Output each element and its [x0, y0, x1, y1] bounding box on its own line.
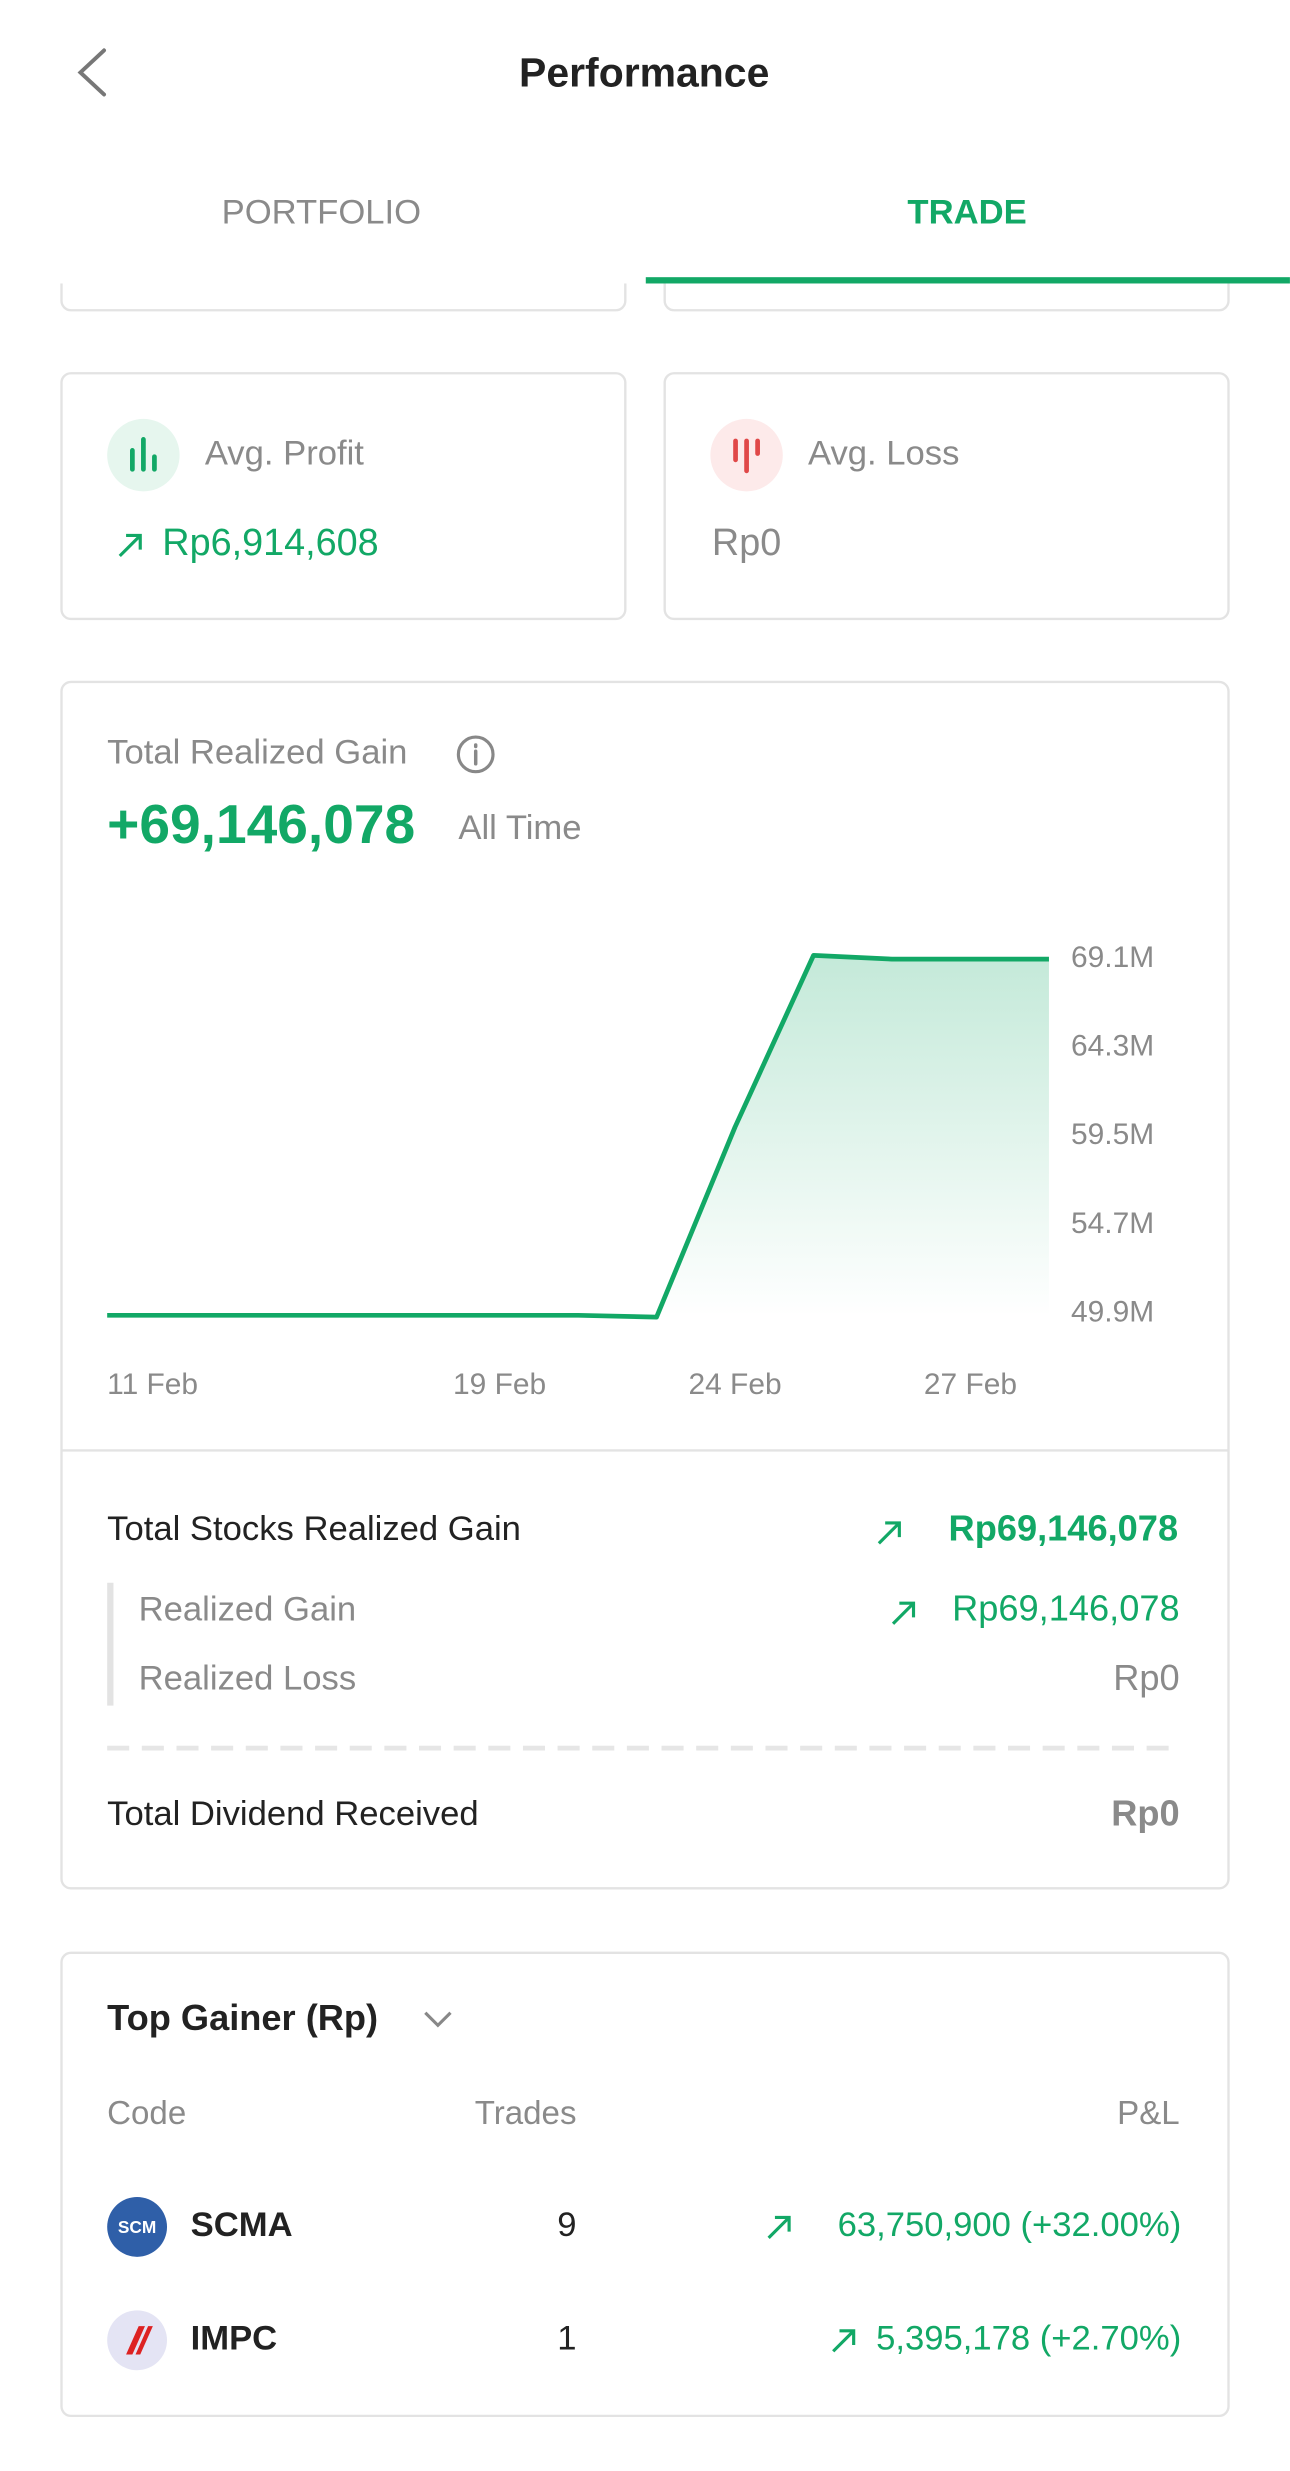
x-tick-label: 24 Feb	[688, 1368, 781, 1401]
card	[60, 372, 627, 621]
label: Total Stocks Realized Gain	[107, 1510, 521, 1548]
label: Total Dividend Received	[107, 1795, 478, 1833]
card	[60, 680, 1230, 1890]
x-tick-label: 27 Feb	[924, 1368, 1017, 1401]
arrow-up	[891, 1601, 916, 1625]
value: Rp0	[712, 522, 781, 564]
dropdown-icon[interactable]	[424, 2011, 452, 2028]
value: Rp69,146,078	[952, 1588, 1180, 1629]
indent-bar	[107, 1582, 114, 1706]
y-tick-label: 69.1M	[1071, 941, 1154, 974]
card	[663, 372, 1230, 621]
x-tick-label: 11 Feb	[107, 1368, 198, 1401]
tab-active[interactable]: TRADE	[907, 193, 1026, 231]
icon	[130, 437, 157, 472]
label: Realized Loss	[139, 1660, 356, 1698]
y-tick-label: 49.9M	[1071, 1295, 1154, 1328]
total: +69,146,078	[107, 793, 415, 855]
value: Rp0	[1113, 1657, 1179, 1698]
info-icon[interactable]	[456, 735, 495, 774]
icon	[733, 438, 760, 474]
y-tick-label: 64.3M	[1071, 1030, 1154, 1063]
logo-graphic	[126, 2326, 153, 2355]
column-header: Trades	[475, 2095, 577, 2132]
column-header: Code	[107, 2095, 186, 2132]
arrow-up	[118, 533, 142, 558]
label: Avg. Loss	[808, 434, 959, 472]
column-header: P&L	[1117, 2095, 1180, 2132]
stock-code[interactable]: SCMA	[191, 2206, 293, 2244]
section-title[interactable]: Top Gainer (Rp)	[107, 1997, 378, 2038]
card	[60, 1951, 1230, 2418]
pnl: 63,750,900 (+32.00%)	[838, 2206, 1182, 2244]
logo-text: SCM	[118, 2217, 156, 2237]
trades: 1	[557, 2319, 576, 2357]
line	[107, 953, 1049, 1320]
y-tick-label: 54.7M	[1071, 1207, 1154, 1240]
value: Rp0	[1111, 1792, 1179, 1833]
x-tick-label: 19 Feb	[453, 1368, 546, 1401]
back-button[interactable]	[77, 48, 106, 97]
trades: 9	[557, 2206, 576, 2244]
area	[107, 955, 1049, 1318]
period: All Time	[458, 809, 581, 847]
y-tick-label: 59.5M	[1071, 1118, 1154, 1151]
page-title: Performance	[519, 49, 769, 95]
label: Total Realized Gain	[107, 734, 407, 772]
arrow-up	[832, 2329, 856, 2353]
header-bg	[0, 0, 1290, 284]
stock-logo	[107, 2196, 168, 2257]
arrow-up	[767, 2215, 791, 2240]
value: Rp69,146,078	[949, 1507, 1179, 1548]
tab[interactable]: PORTFOLIO	[222, 193, 421, 231]
stock-code[interactable]: IMPC	[191, 2319, 278, 2357]
label: Avg. Profit	[205, 434, 364, 472]
label: Realized Gain	[139, 1590, 356, 1628]
pnl: 5,395,178 (+2.70%)	[876, 2319, 1181, 2357]
tab-underline	[645, 277, 1290, 284]
arrow-up	[877, 1521, 901, 1545]
value: Rp6,914,608	[162, 522, 378, 564]
chart: 69.1M 64.3M 59.5M 54.7M 49.9M 11 Feb 19 Feb 24 …	[107, 941, 1154, 1401]
